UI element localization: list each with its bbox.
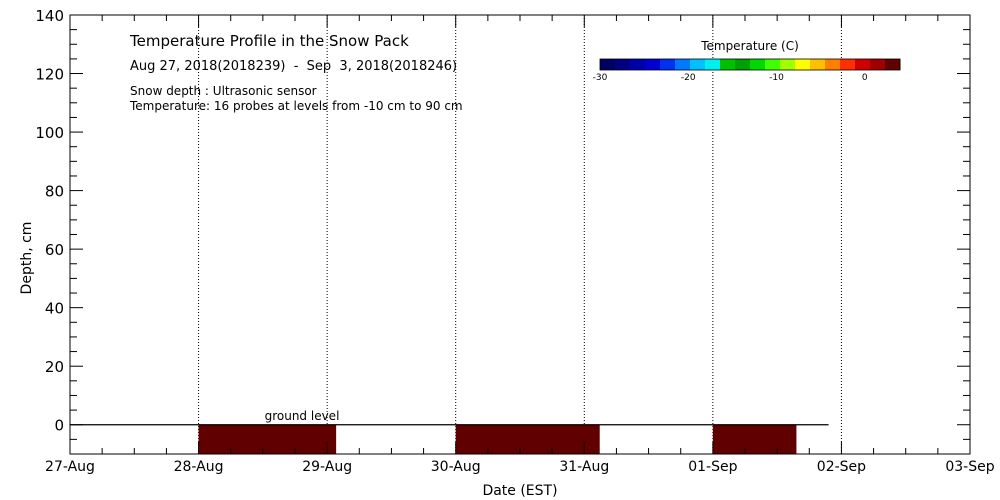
colorbar-swatch (765, 59, 781, 70)
colorbar-swatch (735, 59, 751, 70)
colorbar-swatch (885, 59, 901, 70)
colorbar-swatch (690, 59, 706, 70)
colorbar-swatch (855, 59, 871, 70)
colorbar-tick-label: -30 (593, 73, 608, 83)
colorbar-tick-label: -20 (681, 73, 696, 83)
y-tick-label: 100 (35, 124, 64, 142)
x-tick-label: 29-Aug (302, 459, 352, 475)
colorbar: -30 -20 -10 0 (593, 58, 901, 83)
colorbar-swatch (780, 59, 796, 70)
x-axis-label: Date (EST) (482, 483, 557, 499)
x-tick-label: 28-Aug (174, 459, 224, 475)
chart-title: Temperature Profile in the Snow Pack (129, 32, 409, 50)
chart-subtitle: Aug 27, 2018(2018239) - Sep 3, 2018(2018… (130, 59, 457, 74)
temperature-cell-0 (198, 424, 337, 454)
colorbar-swatch (840, 59, 856, 70)
x-tick-label: 27-Aug (45, 459, 95, 475)
chart-note-sensor: Snow depth : Ultrasonic sensor (130, 84, 317, 98)
colorbar-swatch (750, 59, 766, 70)
colorbar-swatch (660, 59, 676, 70)
temperature-cell-2 (712, 424, 797, 454)
colorbar-swatch (720, 59, 736, 70)
colorbar-swatch (675, 59, 691, 70)
y-tick-label: 0 (54, 417, 64, 435)
colorbar-frame (599, 58, 901, 71)
y-tick-label: 80 (45, 183, 64, 201)
colorbar-swatch (810, 59, 826, 70)
y-tick-label: 60 (45, 241, 64, 259)
y-tick-label: 20 (45, 358, 64, 376)
colorbar-tick-label: -10 (769, 73, 784, 83)
plot-area (70, 15, 970, 454)
colorbar-swatch (795, 59, 811, 70)
x-tick-label: 31-Aug (559, 459, 609, 475)
x-tick-label: 02-Sep (817, 459, 866, 475)
colorbar-swatch (630, 59, 646, 70)
x-tick-label: 01-Sep (688, 459, 737, 475)
chart-note-probes: Temperature: 16 probes at levels from -1… (129, 99, 463, 113)
colorbar-label: Temperature (C) (700, 39, 799, 53)
x-tick-label: 03-Sep (945, 459, 994, 475)
x-tick-label: 30-Aug (431, 459, 481, 475)
grid-lines (198, 15, 842, 454)
y-tick-label: 120 (35, 66, 64, 84)
colorbar-swatch (615, 59, 631, 70)
axes: 0 20 40 60 80 100 120 140 27-Aug 28-Aug 29-Aug 30-A… (35, 7, 994, 475)
plot-background (70, 15, 970, 454)
colorbar-tick-label: 0 (862, 73, 868, 83)
data-cells (70, 424, 829, 454)
ground-level-label: ground level (265, 409, 340, 423)
colorbar-swatch (870, 59, 886, 70)
colorbar-swatch (645, 59, 661, 70)
y-tick-label: 140 (35, 7, 64, 25)
colorbar-swatch (705, 59, 721, 70)
y-tick-label: 40 (45, 300, 64, 318)
y-axis-label: Depth, cm (19, 222, 35, 295)
temperature-cell-1 (455, 424, 600, 454)
colorbar-swatch (600, 59, 616, 70)
colorbar-swatch (825, 59, 841, 70)
